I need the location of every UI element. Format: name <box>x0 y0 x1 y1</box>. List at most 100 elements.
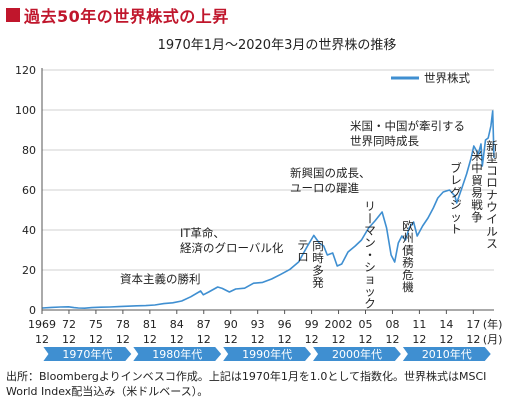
legend: 世界株式 <box>391 71 470 85</box>
y-tick-label: 20 <box>22 264 36 277</box>
annotation-char: リ <box>364 199 376 213</box>
annotation-char: テ <box>297 238 309 252</box>
annotation-text: 米国・中国が牽引する <box>350 119 465 133</box>
decade-band-label: 2010年代 <box>422 347 472 361</box>
decade-band <box>313 347 401 361</box>
annotation-char: 州 <box>402 231 414 245</box>
x-tick-year-label: 78 <box>116 318 130 331</box>
annotation-char: シ <box>364 260 376 274</box>
x-tick-month-label: 12 <box>224 333 238 346</box>
decade-band-label: 2000年代 <box>332 347 382 361</box>
annotation-text: 新興国の成長、 <box>290 166 371 180</box>
y-axis: 0 20 40 60 80 100 120 <box>15 64 43 317</box>
annotation-text: 経済のグローバル化 <box>180 241 284 255</box>
annotation-char: ナ <box>486 188 498 202</box>
world-stock-chart: 1970年1月〜2020年3月の世界株の推移 0 20 40 60 80 100 120 1… <box>15 38 502 361</box>
x-tick-year-label: 08 <box>385 318 399 331</box>
x-tick-year-label: 14 <box>439 318 453 331</box>
annotation-char: 戦 <box>471 198 483 212</box>
annotation-char: 争 <box>471 210 483 224</box>
annotation-char: ッ <box>450 210 462 224</box>
x-tick-month-label: 12 <box>89 333 103 346</box>
annotation-char: 機 <box>402 280 414 294</box>
x-tick-month-label: 12 <box>62 333 76 346</box>
x-tick-month-label: 12 <box>358 333 372 346</box>
annotation-char: 債 <box>402 243 414 257</box>
annotation: 新興国の成長、 <box>290 166 371 180</box>
annotation-char: ト <box>450 222 462 236</box>
x-tick-month-label: 12 <box>170 333 184 346</box>
annotation-char: 同 <box>312 239 324 253</box>
annotation-char: ロ <box>297 250 309 264</box>
x-tick-year-label: 17 <box>466 318 480 331</box>
annotations: 資本主義の勝利 IT革命、経済のグローバル化 新興国の成長、ユーロの躍進 米国・中国が… <box>120 119 498 311</box>
x-tick-year-label: 81 <box>143 318 157 331</box>
decade-band <box>43 347 132 361</box>
chart-title: 1970年1月〜2020年3月の世界株の推移 <box>158 38 397 53</box>
annotation-char: コ <box>486 163 498 177</box>
annotation-char: マ <box>364 223 376 237</box>
decade-band-label: 1990年代 <box>242 347 292 361</box>
annotation-char: グ <box>450 185 462 199</box>
x-tick-month-label: 12 <box>197 333 211 346</box>
annotation-char: 新 <box>486 139 498 153</box>
annotation-char: ス <box>486 237 498 251</box>
source-line-1: 出所：Bloombergよりインベスコ作成。上記は1970年1月を1.0として指… <box>6 370 487 383</box>
annotation-char: 時 <box>312 251 324 265</box>
annotation-char: ジ <box>450 198 462 212</box>
decade-band-label: 1970年代 <box>62 347 112 361</box>
decade-band <box>133 347 222 361</box>
annotation-char: 務 <box>402 256 414 270</box>
y-tick-label: 120 <box>15 64 36 77</box>
annotation: テロ <box>297 238 309 264</box>
source-note: 出所：Bloombergよりインベスコ作成。上記は1970年1月を1.0として指… <box>6 369 516 399</box>
x-tick-month-label: (月) <box>483 333 503 346</box>
annotation-char: ョ <box>364 272 376 286</box>
y-tick-label: 40 <box>22 224 36 237</box>
annotation-char: ウ <box>486 200 498 214</box>
annotation-char: 危 <box>402 268 414 282</box>
annotation-char: 型 <box>486 151 498 165</box>
legend-label: 世界株式 <box>424 71 470 85</box>
decade-band-label: 1980年代 <box>152 347 202 361</box>
annotation-char: 発 <box>312 276 324 290</box>
annotation-char: ク <box>364 297 376 311</box>
grid-lines <box>42 69 494 311</box>
page-heading: 過去50年の世界株式の上昇 <box>6 4 229 26</box>
annotation-text: 資本主義の勝利 <box>120 272 201 286</box>
x-tick-month-label: 12 <box>143 333 157 346</box>
x-tick-month-label: 12 <box>385 333 399 346</box>
annotation-char: ・ <box>364 248 376 262</box>
series-layer <box>42 110 495 309</box>
y-tick-label: 0 <box>29 304 36 317</box>
annotation-text: 世界同時成長 <box>350 134 419 148</box>
x-tick-month-label: 12 <box>251 333 265 346</box>
annotation-char: 易 <box>471 186 483 200</box>
annotation-char: 多 <box>312 263 324 277</box>
x-tick-year-label: 1969 <box>28 318 56 331</box>
x-tick-month-label: 12 <box>278 333 292 346</box>
x-tick-year-label: 99 <box>305 318 319 331</box>
annotation-text: ユーロの躍進 <box>290 181 359 195</box>
x-tick-month-label: 12 <box>305 333 319 346</box>
annotation-char: 貿 <box>471 173 483 187</box>
x-tick-month-label: 12 <box>332 333 346 346</box>
x-tick-month-label: 12 <box>466 333 480 346</box>
x-tick-year-label: 87 <box>197 318 211 331</box>
x-tick-year-label: 93 <box>251 318 265 331</box>
annotation: IT革命、 <box>180 226 225 240</box>
annotation-char: ロ <box>486 176 498 190</box>
annotation: 資本主義の勝利 <box>120 272 201 286</box>
x-tick-year-label: 05 <box>358 318 372 331</box>
annotation: 米国・中国が牽引する <box>350 119 465 133</box>
annotation-char: 欧 <box>402 219 414 233</box>
x-tick-year-label: 96 <box>278 318 292 331</box>
x-tick-month-label: 12 <box>116 333 130 346</box>
y-tick-label: 100 <box>15 104 36 117</box>
heading-text: 過去50年の世界株式の上昇 <box>24 7 229 26</box>
x-axis: 1969 12 72 12 75 12 78 12 81 12 84 12 87 12 90 12 93 12 96… <box>28 310 502 346</box>
heading-square-icon <box>6 8 20 22</box>
